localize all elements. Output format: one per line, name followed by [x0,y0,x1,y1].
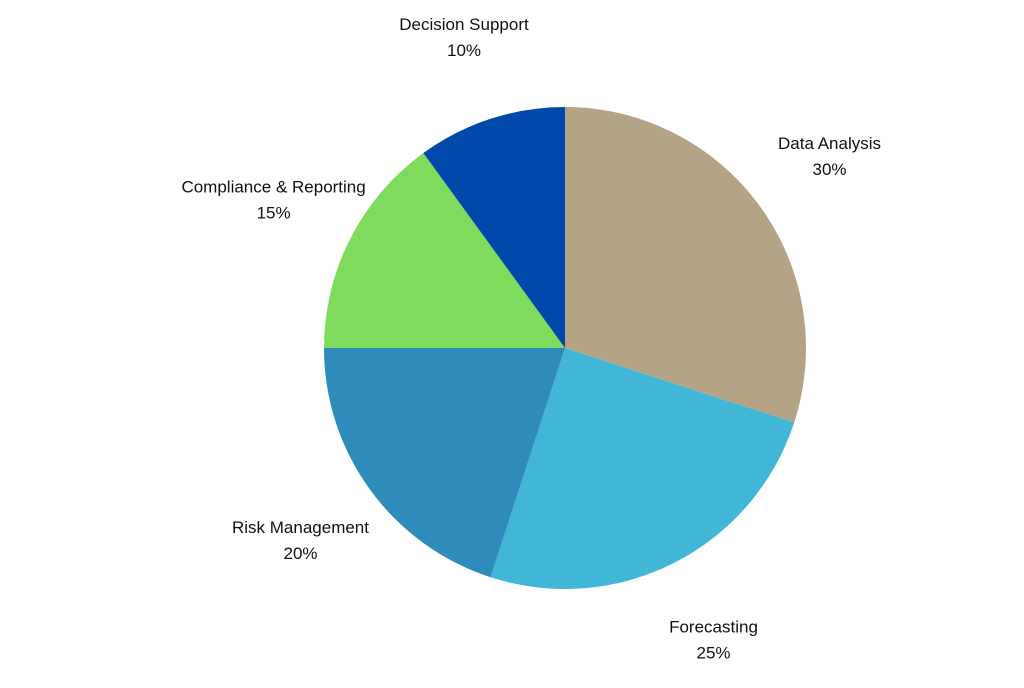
slice-label-decision-support: Decision Support [399,15,529,34]
slice-value-label-compliance-and-reporting: 15% [257,204,291,223]
slice-label-compliance-and-reporting: Compliance & Reporting [181,178,365,197]
slice-label-forecasting: Forecasting [669,617,758,636]
pie-slice-compliance-and-reporting [324,153,565,348]
slice-value-label-forecasting: 25% [696,643,730,662]
slice-value-label-decision-support: 10% [447,41,481,60]
slice-label-data-analysis: Data Analysis [778,134,881,153]
slice-value-label-data-analysis: 30% [812,160,846,179]
slice-label-risk-management: Risk Management [232,518,369,537]
slice-value-label-risk-management: 20% [283,544,317,563]
pie-slice-risk-management [324,348,565,578]
pie-slice-decision-support [423,107,565,348]
slices-layer [324,107,806,589]
pie-slice-data-analysis [565,107,806,423]
pie-slice-forecasting [490,348,795,589]
labels-layer: Data Analysis 30% Forecasting 25% Risk Manag… [181,15,881,662]
